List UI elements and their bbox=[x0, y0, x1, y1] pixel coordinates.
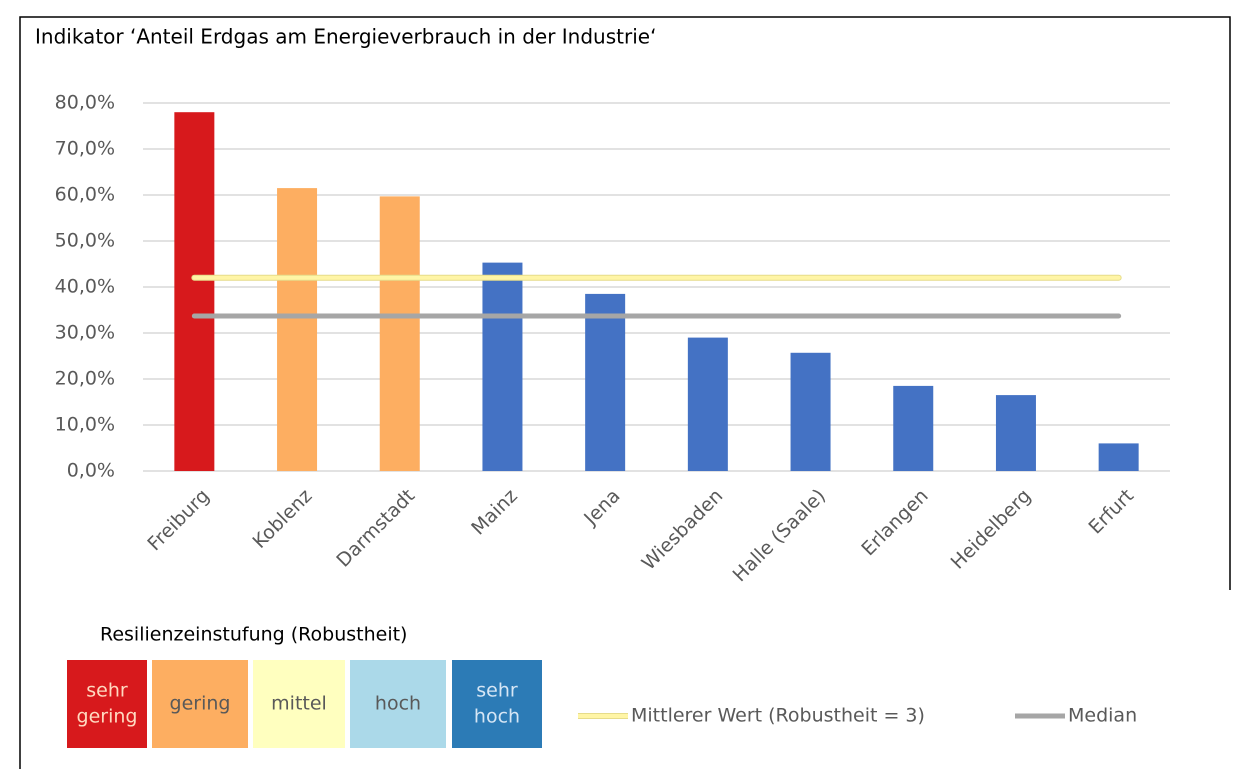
x-tick-label: Wiesbaden bbox=[638, 485, 728, 575]
x-tick-label: Halle (Saale) bbox=[729, 485, 830, 586]
rating-box bbox=[67, 660, 147, 748]
bar bbox=[893, 385, 934, 471]
x-tick-label: Heidelberg bbox=[947, 485, 1036, 574]
y-tick-label: 50,0% bbox=[55, 230, 115, 252]
rating-label: hoch bbox=[474, 706, 520, 728]
x-tick-label: Erfurt bbox=[1084, 485, 1138, 539]
rating-box bbox=[152, 660, 248, 748]
y-tick-label: 30,0% bbox=[55, 322, 115, 344]
bar bbox=[790, 352, 831, 471]
legend-label: Median bbox=[1068, 705, 1137, 727]
x-tick-label: Koblenz bbox=[248, 485, 316, 553]
bar bbox=[379, 196, 420, 471]
x-tick-label: Darmstadt bbox=[332, 485, 419, 572]
bar bbox=[1098, 443, 1139, 471]
y-tick-label: 70,0% bbox=[55, 138, 115, 160]
y-tick-label: 20,0% bbox=[55, 368, 115, 390]
bar bbox=[687, 337, 728, 471]
legend-title: Resilienzeinstufung (Robustheit) bbox=[100, 624, 407, 646]
rating-box bbox=[350, 660, 446, 748]
bar bbox=[585, 293, 626, 471]
rating-label: mittel bbox=[271, 693, 327, 715]
rating-label: gering bbox=[170, 693, 231, 715]
bar bbox=[277, 188, 318, 471]
rating-box bbox=[452, 660, 542, 748]
bar bbox=[482, 262, 523, 471]
frame bbox=[19, 16, 1231, 769]
rating-label: sehr bbox=[86, 680, 128, 702]
y-tick-label: 0,0% bbox=[67, 460, 115, 482]
rating-label: gering bbox=[77, 706, 138, 728]
bar bbox=[995, 395, 1036, 471]
y-tick-label: 40,0% bbox=[55, 276, 115, 298]
y-tick-label: 60,0% bbox=[55, 184, 115, 206]
x-tick-label: Mainz bbox=[467, 485, 522, 540]
legend-label: Mittlerer Wert (Robustheit = 3) bbox=[631, 705, 925, 727]
rating-box bbox=[253, 660, 345, 748]
y-tick-label: 80,0% bbox=[55, 92, 115, 114]
x-tick-label: Erlangen bbox=[857, 485, 932, 560]
bar bbox=[174, 112, 215, 471]
chart-title: Indikator ‘Anteil Erdgas am Energieverbr… bbox=[35, 25, 656, 49]
x-tick-label: Jena bbox=[579, 485, 624, 530]
y-tick-label: 10,0% bbox=[55, 414, 115, 436]
rating-label: hoch bbox=[375, 693, 421, 715]
rating-label: sehr bbox=[476, 680, 518, 702]
x-tick-label: Freiburg bbox=[143, 485, 213, 555]
